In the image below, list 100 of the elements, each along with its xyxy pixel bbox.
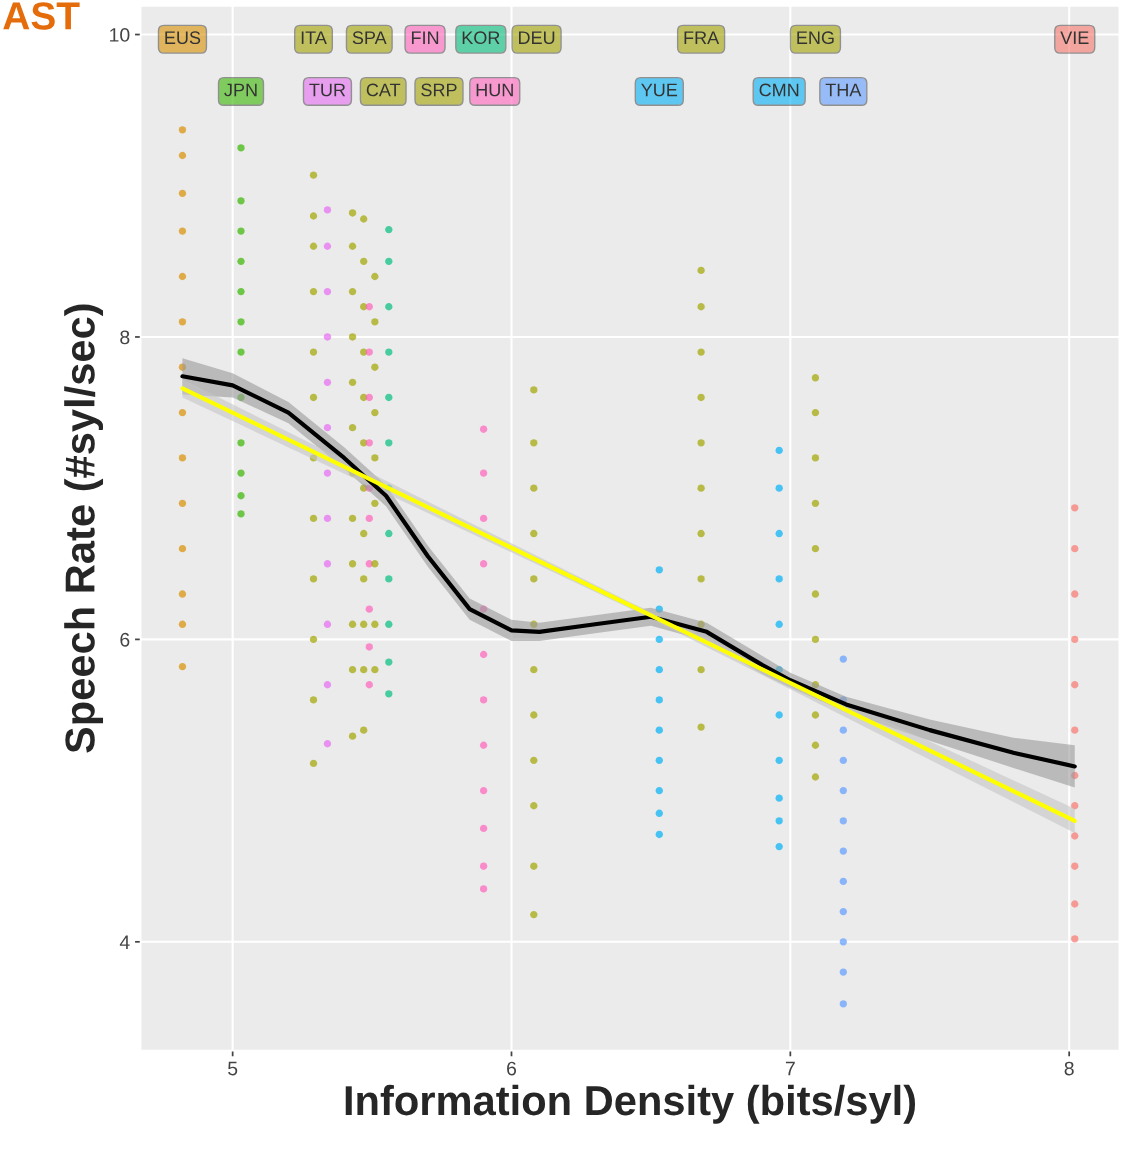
- point: [839, 877, 847, 886]
- point: [178, 408, 187, 417]
- point: [479, 605, 488, 613]
- x-tick-label: 8: [1064, 1061, 1074, 1076]
- point: [839, 786, 847, 795]
- point: [479, 425, 488, 433]
- point: [697, 620, 705, 628]
- point: [309, 575, 318, 583]
- text: ENG: [797, 31, 834, 45]
- point: [309, 171, 318, 179]
- point: [811, 544, 820, 553]
- point: [697, 575, 705, 583]
- point: [178, 151, 187, 160]
- point: [775, 842, 783, 851]
- point: [237, 257, 245, 266]
- point: [530, 386, 538, 394]
- point: [1071, 635, 1079, 644]
- text: DEU: [519, 31, 555, 45]
- point: [530, 575, 538, 583]
- point: [530, 665, 538, 674]
- y-axis-title: Speech Rate (#syl/sec): [64, 304, 104, 753]
- point: [371, 318, 379, 326]
- point: [1071, 935, 1079, 943]
- text: YUE: [641, 83, 678, 97]
- point: [1071, 590, 1079, 598]
- point: [323, 287, 332, 296]
- point: [237, 318, 245, 326]
- point: [385, 529, 393, 538]
- point: [385, 575, 393, 583]
- point: [775, 575, 783, 583]
- point: [365, 605, 373, 613]
- point: [839, 907, 847, 916]
- point: [178, 544, 187, 553]
- text: SPA: [352, 31, 387, 45]
- point: [655, 566, 663, 574]
- point: [385, 303, 393, 311]
- point: [839, 1000, 847, 1008]
- point: [178, 454, 187, 462]
- text: CMN: [759, 83, 799, 97]
- point: [530, 910, 538, 919]
- y-tick-label: 8: [120, 330, 130, 345]
- point: [655, 726, 663, 734]
- point: [237, 348, 245, 356]
- point: [697, 723, 705, 731]
- x-axis-title: Information Density (bits/syl): [345, 1084, 916, 1124]
- point: [348, 665, 357, 674]
- x-tick-label: 7: [785, 1061, 795, 1076]
- point: [323, 560, 332, 568]
- point: [811, 773, 820, 781]
- point: [655, 696, 663, 704]
- point: [530, 620, 538, 628]
- point: [237, 144, 245, 152]
- point: [655, 635, 663, 644]
- point: [237, 439, 245, 447]
- point: [348, 287, 357, 296]
- point: [371, 272, 379, 281]
- point: [348, 732, 357, 740]
- point: [371, 408, 379, 417]
- text: JPN: [224, 83, 257, 97]
- point: [811, 454, 820, 462]
- point: [348, 333, 357, 341]
- point: [839, 968, 847, 976]
- point: [1071, 726, 1079, 734]
- text: KOR: [462, 31, 500, 45]
- point: [365, 514, 373, 523]
- point: [697, 303, 705, 311]
- point: [371, 499, 379, 507]
- point: [371, 363, 379, 371]
- point: [479, 696, 488, 704]
- point: [360, 665, 368, 674]
- point: [178, 590, 187, 598]
- point: [697, 484, 705, 492]
- point: [178, 227, 187, 235]
- point: [530, 756, 538, 765]
- point: [839, 938, 847, 946]
- x-tick-label: 5: [228, 1061, 238, 1076]
- point: [697, 266, 705, 275]
- point: [811, 741, 820, 749]
- x-tick-label: 6: [507, 1061, 517, 1076]
- point: [1071, 681, 1079, 689]
- point: [323, 681, 332, 689]
- text: FIN: [411, 31, 439, 44]
- point: [237, 492, 245, 500]
- point: [1071, 862, 1079, 870]
- point: [839, 726, 847, 734]
- point: [385, 348, 393, 356]
- point: [775, 817, 783, 825]
- point: [348, 514, 357, 523]
- point: [323, 469, 332, 477]
- point: [479, 885, 488, 893]
- point: [1071, 544, 1079, 553]
- point: [385, 439, 393, 447]
- point: [530, 862, 538, 870]
- point: [775, 484, 783, 492]
- text: VIE: [1060, 31, 1089, 44]
- point: [385, 690, 393, 698]
- point: [237, 469, 245, 477]
- point: [178, 363, 187, 371]
- point: [479, 650, 488, 659]
- text: HUN: [476, 83, 513, 97]
